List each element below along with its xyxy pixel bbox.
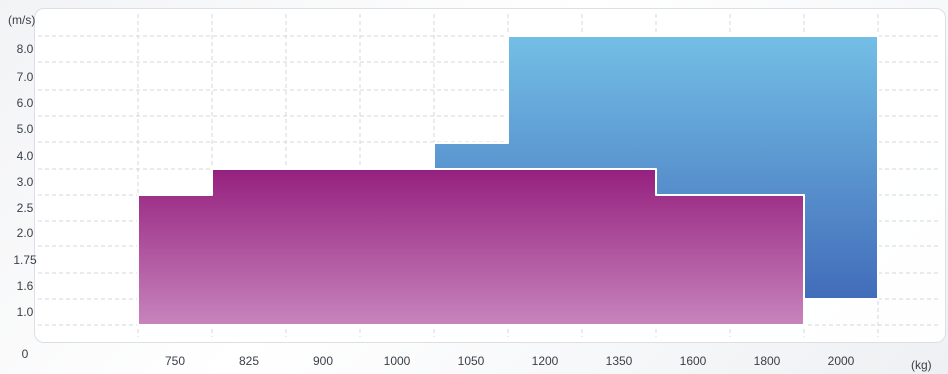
y-tick-label: 3.0	[17, 175, 34, 189]
y-tick-label: 1.6	[17, 279, 34, 293]
x-tick-label: 1600	[680, 354, 707, 368]
y-tick-label: 7.0	[17, 70, 34, 84]
y-tick-label: 6.0	[17, 96, 34, 110]
x-tick-label: 825	[239, 354, 259, 368]
x-tick-label: 1000	[384, 354, 411, 368]
x-tick-label: 2000	[828, 354, 855, 368]
y-tick-label: 5.0	[17, 122, 34, 136]
y-tick-label: 8.0	[17, 42, 34, 56]
x-tick-label: 1200	[532, 354, 559, 368]
label-layer: (m/s) (kg) 0 1.0 1.6 1.75 2.0 2.5 3.0 4.0 5.0 6.…	[8, 13, 932, 372]
y-tick-label: 2.5	[17, 201, 34, 215]
y-origin-label: 0	[22, 347, 29, 361]
series-area-1	[137, 168, 805, 326]
x-tick-label: 900	[313, 354, 333, 368]
x-tick-label: 750	[165, 354, 185, 368]
x-tick-label: 1350	[606, 354, 633, 368]
y-tick-label: 1.0	[17, 305, 34, 319]
area-layer	[137, 35, 879, 326]
y-tick-label: 1.75	[13, 253, 37, 267]
x-tick-label: 1050	[458, 354, 485, 368]
x-tick-label: 1800	[754, 354, 781, 368]
y-tick-label: 2.0	[17, 226, 34, 240]
x-unit-label: (kg)	[911, 358, 932, 372]
y-unit-label: (m/s)	[8, 13, 35, 27]
y-tick-label: 4.0	[17, 149, 34, 163]
